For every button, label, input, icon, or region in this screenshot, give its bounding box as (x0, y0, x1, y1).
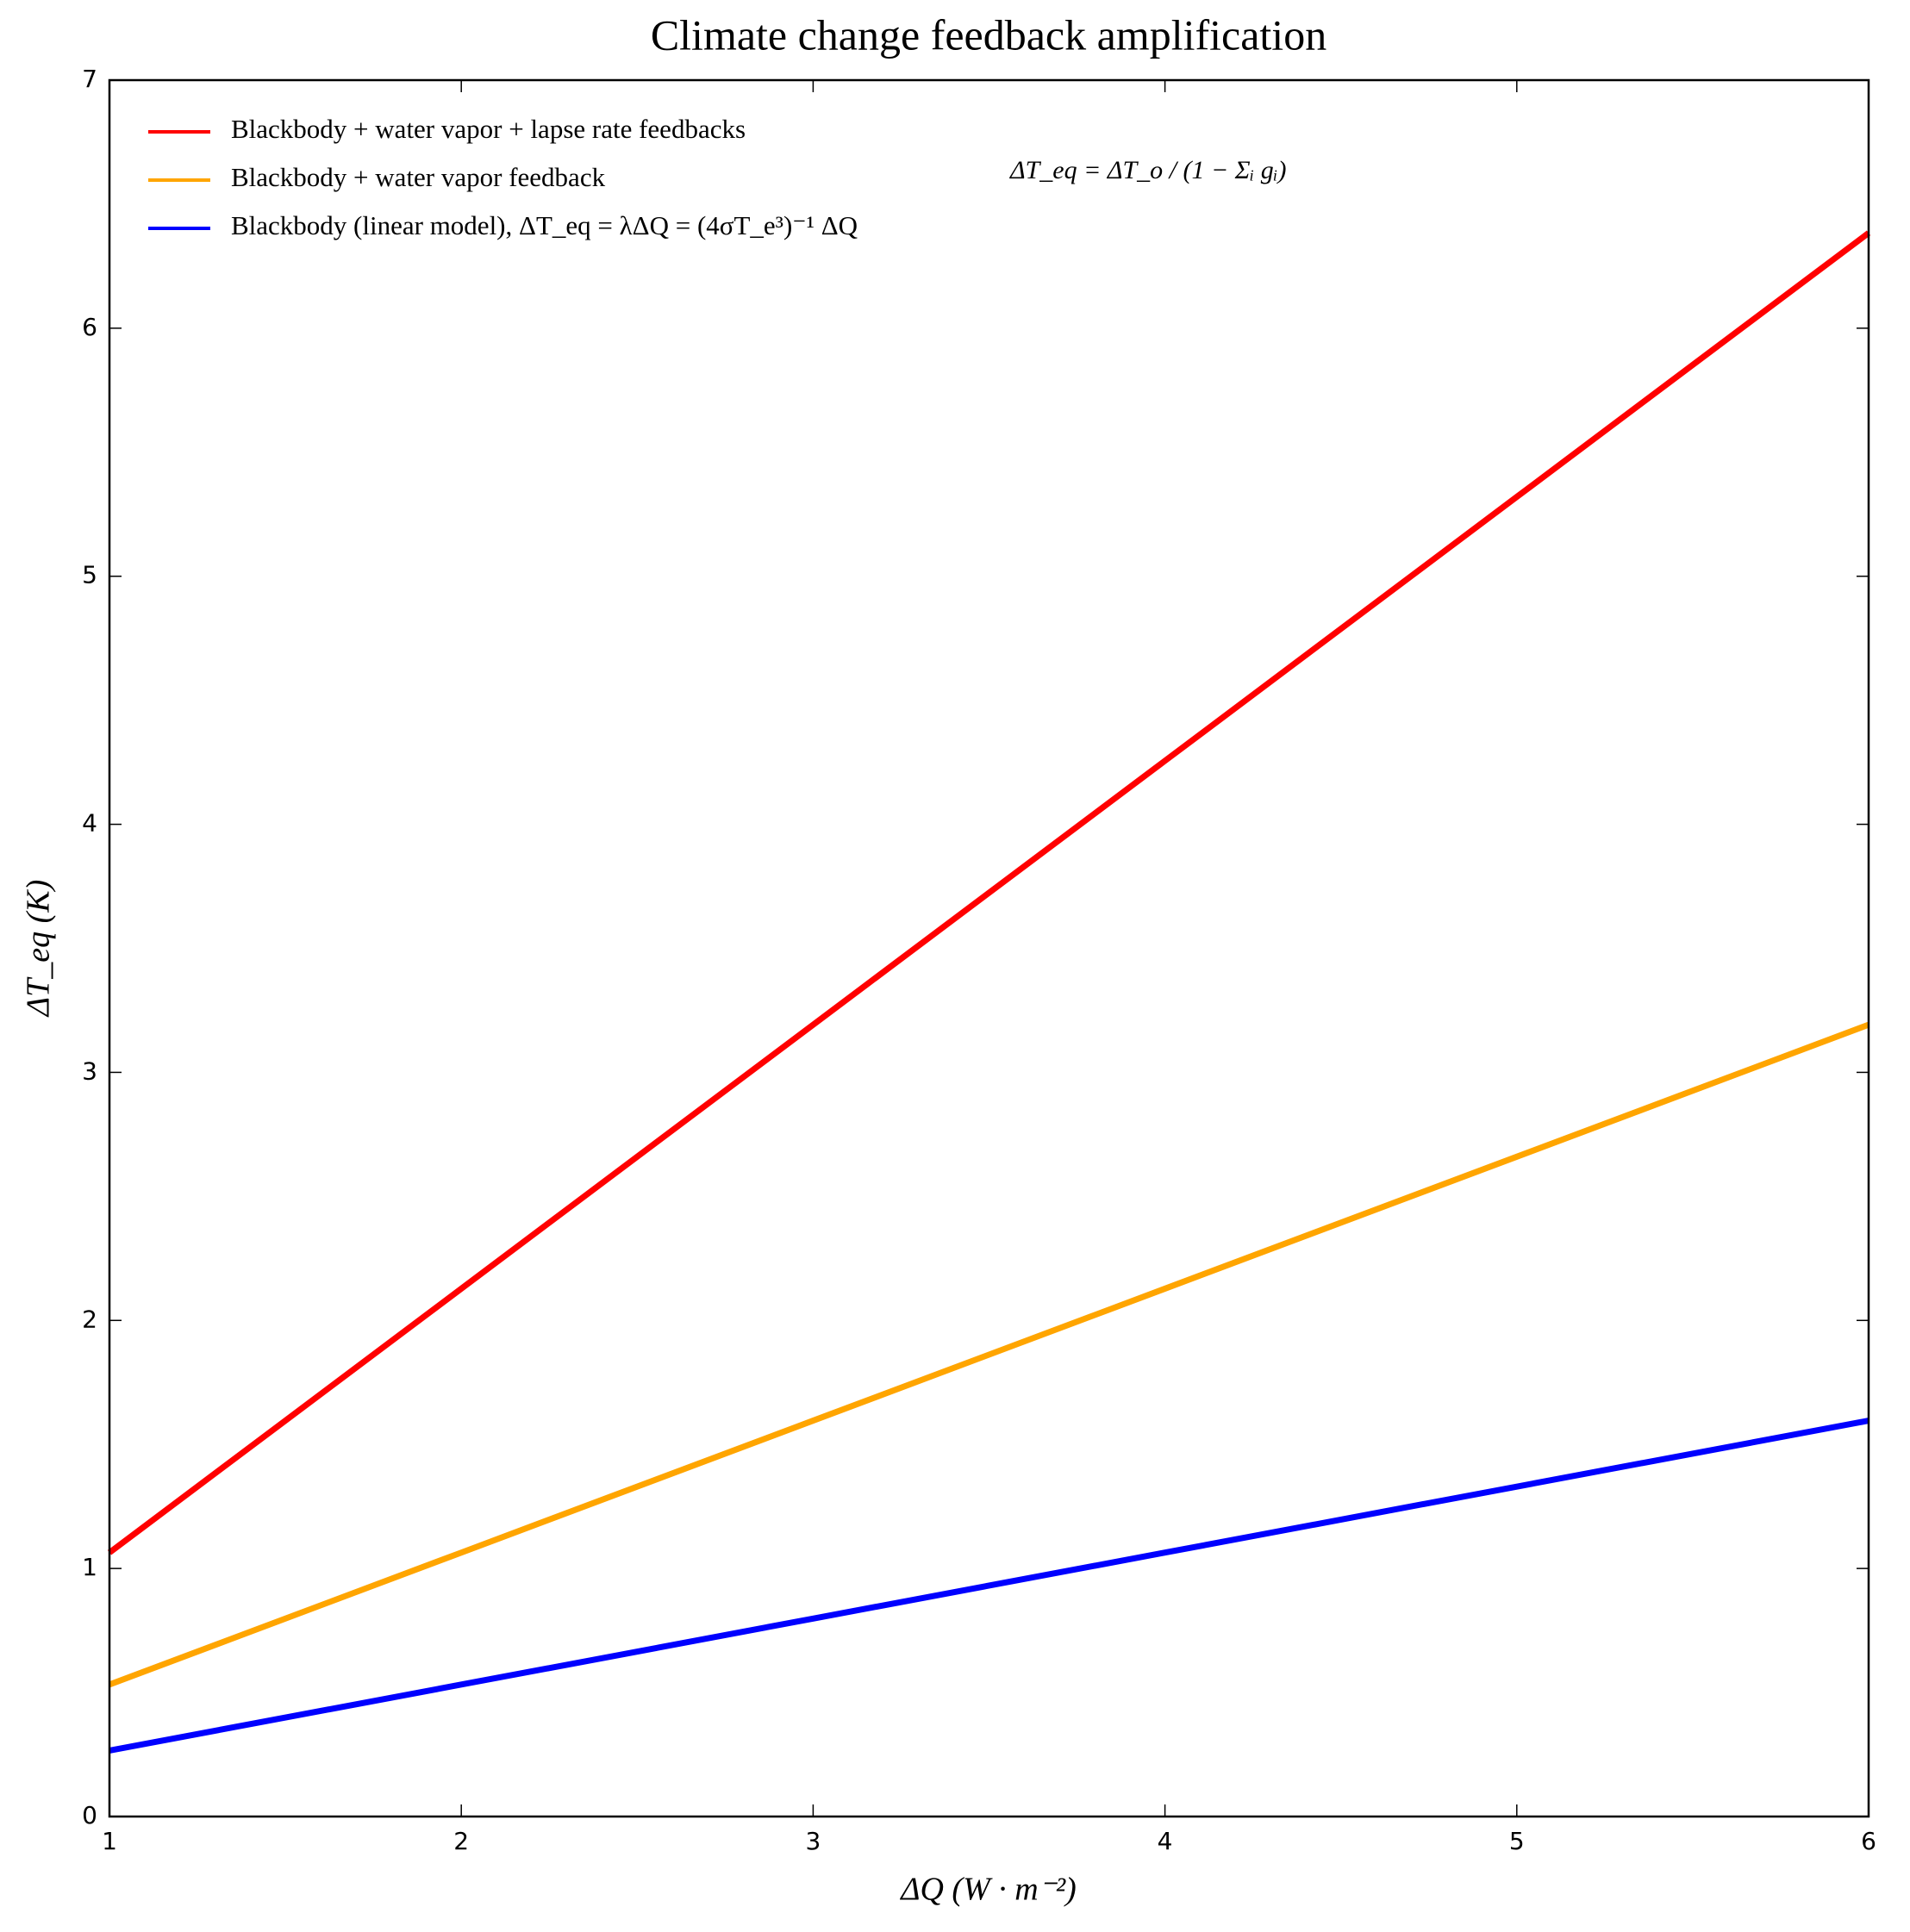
x-tick-label: 1 (102, 1827, 117, 1855)
y-tick-label: 7 (82, 65, 97, 93)
plot-frame (108, 78, 1870, 1818)
annotation: ΔT_eq = ΔT_o / (1 − Σᵢ gᵢ) (1009, 156, 1287, 184)
legend-label: Blackbody + water vapor feedback (231, 162, 606, 192)
legend-label: Blackbody + water vapor + lapse rate fee… (231, 114, 746, 144)
x-axis-label: ΔQ (W · m⁻²) (899, 1872, 1077, 1908)
chart-title: Climate change feedback amplification (651, 10, 1326, 59)
x-tick-label: 3 (805, 1827, 821, 1855)
legend-label: Blackbody (linear model), ΔT_eq = λΔQ = … (231, 210, 858, 240)
y-tick-label: 4 (82, 809, 97, 838)
y-tick-label: 0 (82, 1801, 97, 1829)
series-line (109, 1418, 1869, 1754)
y-tick-label: 2 (82, 1305, 97, 1333)
y-tick-label: 5 (82, 561, 97, 589)
x-tick-label: 4 (1158, 1827, 1173, 1855)
y-axis-label: ΔT_eq (K) (21, 880, 57, 1018)
x-tick-label: 5 (1509, 1827, 1525, 1855)
y-tick-label: 6 (82, 313, 97, 341)
y-tick-label: 3 (82, 1056, 97, 1085)
y-tick-label: 1 (82, 1553, 97, 1581)
series-line (108, 1021, 1870, 1688)
x-tick-label: 2 (453, 1827, 469, 1855)
series-line (107, 230, 1871, 1555)
x-tick-label: 6 (1861, 1827, 1876, 1855)
